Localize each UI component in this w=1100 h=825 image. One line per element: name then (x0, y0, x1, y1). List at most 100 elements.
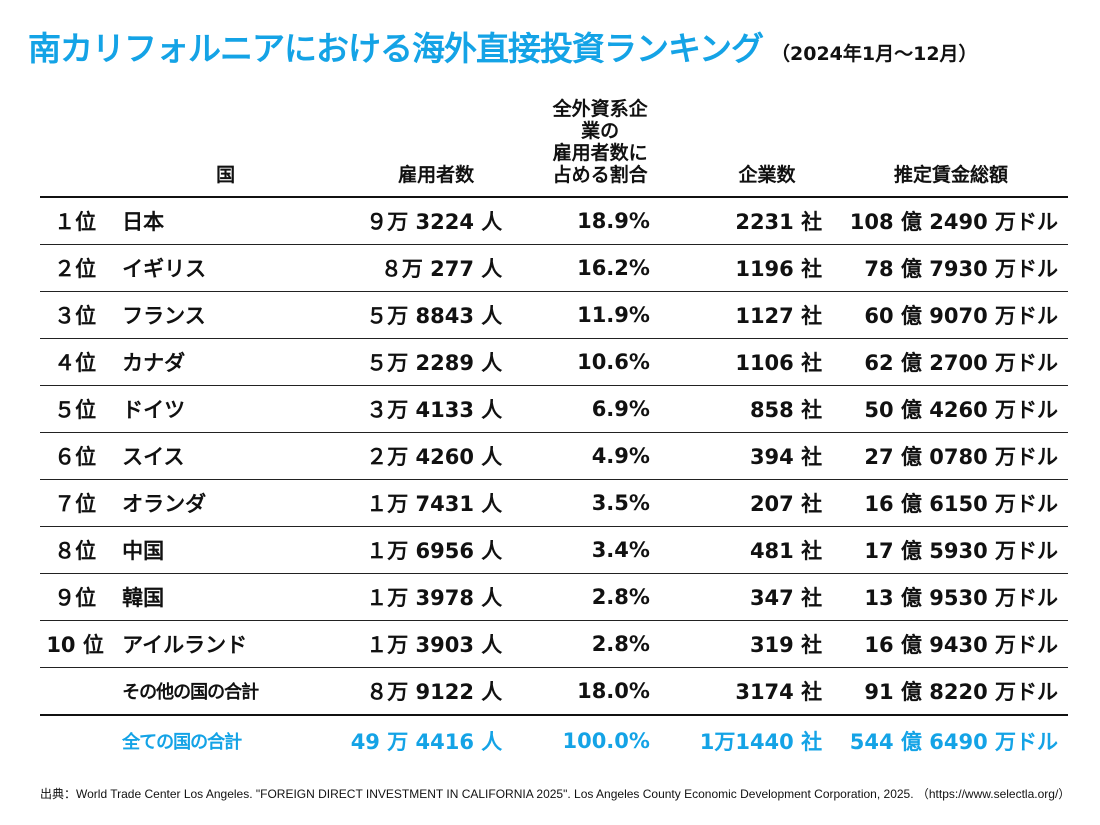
employees-cell: ３万 4133 人 (315, 385, 511, 433)
companies-cell: 394 社 (651, 432, 825, 480)
country-cell: 全ての国の合計 (122, 732, 242, 753)
rank-cell: 10 位 (40, 620, 111, 668)
header-companies: 企業数 (651, 98, 825, 198)
rank-cell: ８位 (40, 526, 111, 574)
header-employees: 雇用者数 (315, 98, 511, 198)
country-cell: アイルランド (110, 620, 315, 668)
share-cell: 16.2% (510, 244, 652, 292)
share-cell: 11.9% (510, 291, 652, 339)
employees-cell: ８万 9122 人 (315, 667, 511, 716)
title-bar: 南カリフォルニアにおける海外直接投資ランキング （2024年1月～12月） (28, 22, 1088, 72)
employees-cell: １万 7431 人 (315, 479, 511, 527)
header-country: 国 (110, 98, 315, 198)
share-cell: 18.9% (510, 197, 652, 245)
employees-cell: ２万 4260 人 (315, 432, 511, 480)
wages-cell: 16 億 9430 万ドル (824, 620, 1068, 668)
rank-cell: ７位 (40, 479, 111, 527)
table-row: ４位 カナダ ５万 2289 人 10.6% 1106 社 62 億 2700 万ドル (40, 338, 1068, 386)
wages-cell: 13 億 9530 万ドル (824, 573, 1068, 621)
table-row: ８位 中国 １万 6956 人 3.4% 481 社 17 億 5930 万ドル (40, 526, 1068, 574)
rank-cell: ４位 (40, 338, 111, 386)
companies-cell: 319 社 (651, 620, 825, 668)
header-share-line2: 雇用者数に (552, 142, 648, 164)
share-cell: 18.0% (510, 667, 652, 716)
companies-cell: 1万1440 社 (699, 730, 823, 754)
rank-cell: ３位 (40, 291, 111, 339)
share-cell: 6.9% (510, 385, 652, 433)
employees-cell: ５万 2289 人 (315, 338, 511, 386)
rank-cell: ２位 (40, 244, 111, 292)
companies-cell: 1196 社 (651, 244, 825, 292)
companies-cell: 858 社 (651, 385, 825, 433)
header-wages: 推定賃金総額 (824, 98, 1068, 198)
table-body: １位 日本 ９万 3224 人 18.9% 2231 社 108 億 2490 万ドル ２位… (40, 197, 1068, 766)
table-row: ６位 スイス ２万 4260 人 4.9% 394 社 27 億 0780 万ドル (40, 432, 1068, 480)
country-cell: カナダ (110, 338, 315, 386)
wages-cell: 78 億 7930 万ドル (824, 244, 1068, 292)
companies-cell: 1127 社 (651, 291, 825, 339)
header-share: 全外資系企業の 雇用者数に 占める割合 (510, 98, 652, 198)
page-title: 南カリフォルニアにおける海外直接投資ランキング (28, 29, 764, 68)
country-cell: 韓国 (110, 573, 315, 621)
grand-total-row: 全ての国の合計 49 万 4416 人 100.0% 1万1440 社 544 億 64… (40, 715, 1068, 766)
companies-cell: 2231 社 (651, 197, 825, 245)
companies-cell: 207 社 (651, 479, 825, 527)
rank-cell (40, 667, 111, 716)
header-rank (40, 98, 111, 198)
wages-cell: 50 億 4260 万ドル (824, 385, 1068, 433)
page-subtitle: （2024年1月～12月） (771, 43, 978, 65)
employees-cell: 49 万 4416 人 (350, 730, 503, 754)
share-cell: 4.9% (510, 432, 652, 480)
country-cell: 日本 (110, 197, 315, 245)
table-row: 10 位アイルランド １万 3903 人 2.8% 319 社 16 億 9430 万ド… (40, 620, 1068, 668)
share-cell: 2.8% (510, 620, 652, 668)
country-cell: オランダ (110, 479, 315, 527)
country-cell: 中国 (110, 526, 315, 574)
employees-cell: １万 3903 人 (315, 620, 511, 668)
employees-cell: ９万 3224 人 (315, 197, 511, 245)
country-cell: その他の国の合計 (110, 667, 315, 716)
header-share-line3: 占める割合 (552, 164, 648, 186)
companies-cell: 3174 社 (651, 667, 825, 716)
wages-cell: 91 億 8220 万ドル (824, 667, 1068, 716)
wages-cell: 60 億 9070 万ドル (824, 291, 1068, 339)
header-share-line1: 全外資系企業の (552, 98, 648, 142)
companies-cell: 1106 社 (651, 338, 825, 386)
wages-cell: 16 億 6150 万ドル (824, 479, 1068, 527)
wages-cell: 544 億 6490 万ドル (849, 730, 1058, 754)
share-cell: 3.5% (510, 479, 652, 527)
header-row: 国 雇用者数 全外資系企業の 雇用者数に 占める割合 企業数 推定賃金総額 (40, 98, 1068, 198)
companies-cell: 347 社 (651, 573, 825, 621)
companies-cell: 481 社 (651, 526, 825, 574)
country-cell: イギリス (110, 244, 315, 292)
table-row: ２位 イギリス ８万 277 人 16.2% 1196 社 78 億 7930 万ドル (40, 244, 1068, 292)
rank-cell: ６位 (40, 432, 111, 480)
ranking-table: 国 雇用者数 全外資系企業の 雇用者数に 占める割合 企業数 推定賃金総額 １位… (40, 98, 1068, 766)
employees-cell: １万 3978 人 (315, 573, 511, 621)
table-row: １位 日本 ９万 3224 人 18.9% 2231 社 108 億 2490 万ドル (40, 197, 1068, 245)
table-row: ９位 韓国 １万 3978 人 2.8% 347 社 13 億 9530 万ドル (40, 573, 1068, 621)
employees-cell: ８万 277 人 (315, 244, 511, 292)
share-cell: 100.0% (562, 729, 650, 753)
country-cell: スイス (110, 432, 315, 480)
rank-cell: １位 (40, 197, 111, 245)
rank-cell (40, 715, 110, 766)
wages-cell: 108 億 2490 万ドル (824, 197, 1068, 245)
table-row: ５位 ドイツ ３万 4133 人 6.9% 858 社 50 億 4260 万ドル (40, 385, 1068, 433)
employees-cell: ５万 8843 人 (315, 291, 511, 339)
wages-cell: 62 億 2700 万ドル (824, 338, 1068, 386)
rank-cell: ５位 (40, 385, 111, 433)
share-cell: 2.8% (510, 573, 652, 621)
table-row: ７位 オランダ １万 7431 人 3.5% 207 社 16 億 6150 万ドル (40, 479, 1068, 527)
table-header: 国 雇用者数 全外資系企業の 雇用者数に 占める割合 企業数 推定賃金総額 (40, 98, 1068, 198)
share-cell: 10.6% (510, 338, 652, 386)
table-row: ３位 フランス ５万 8843 人 11.9% 1127 社 60 億 9070 万ドル (40, 291, 1068, 339)
source-citation: 出典：World Trade Center Los Angeles. "FORE… (40, 787, 1071, 801)
wages-cell: 17 億 5930 万ドル (824, 526, 1068, 574)
employees-cell: １万 6956 人 (315, 526, 511, 574)
others-total-row: その他の国の合計 ８万 9122 人 18.0% 3174 社 91 億 8220 万ド… (40, 667, 1068, 716)
country-cell: ドイツ (110, 385, 315, 433)
rank-cell: ９位 (40, 573, 111, 621)
share-cell: 3.4% (510, 526, 652, 574)
wages-cell: 27 億 0780 万ドル (824, 432, 1068, 480)
